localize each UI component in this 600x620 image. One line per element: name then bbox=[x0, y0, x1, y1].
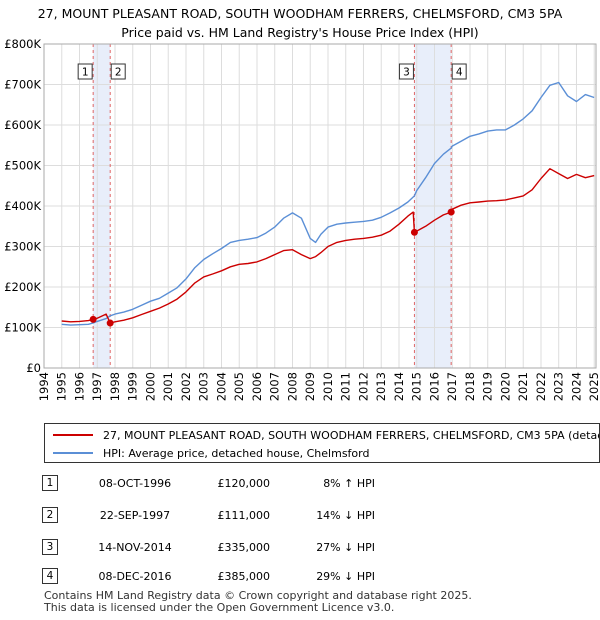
x-tick-label: 2002 bbox=[179, 372, 193, 401]
y-tick-label: £600K bbox=[4, 118, 41, 132]
x-tick-label: 2025 bbox=[587, 372, 600, 401]
transaction-date: 08-OCT-1996 bbox=[98, 477, 172, 490]
x-tick-label: 2021 bbox=[516, 372, 530, 401]
transaction-marker-label: 1 bbox=[82, 67, 89, 79]
x-tick-label: 2005 bbox=[232, 372, 246, 401]
y-tick-label: £700K bbox=[4, 78, 41, 92]
y-tick-label: £0 bbox=[26, 361, 41, 375]
y-tick-label: £800K bbox=[4, 37, 41, 51]
transaction-price: £385,000 bbox=[217, 570, 271, 583]
footer-licence: This data is licensed under the Open Gov… bbox=[44, 601, 395, 614]
transaction-hpi-diff: 29% ↓ HPI bbox=[316, 570, 375, 583]
transaction-date: 22-SEP-1997 bbox=[99, 509, 171, 522]
chart-title-line2: Price paid vs. HM Land Registry's House … bbox=[121, 25, 479, 40]
transaction-number: 1 bbox=[42, 475, 58, 491]
y-tick-label: £200K bbox=[4, 280, 41, 294]
x-tick-label: 1997 bbox=[90, 372, 104, 401]
transaction-price: £120,000 bbox=[217, 477, 271, 490]
x-tick-label: 2017 bbox=[445, 372, 459, 401]
transaction-number: 2 bbox=[42, 507, 58, 523]
table-row: 4 08-DEC-2016 £385,000 29% ↓ HPI bbox=[0, 566, 600, 586]
x-tick-label: 2003 bbox=[197, 372, 211, 401]
hpi-series-line bbox=[61, 81, 595, 326]
x-tick-label: 2013 bbox=[374, 372, 388, 401]
transaction-hpi-diff: 8% ↑ HPI bbox=[323, 477, 375, 490]
legend-item-hpi: HPI: Average price, detached house, Chel… bbox=[53, 444, 369, 462]
x-tick-label: 2008 bbox=[285, 372, 299, 401]
transaction-price: £335,000 bbox=[217, 541, 271, 554]
x-tick-label: 2024 bbox=[569, 372, 583, 401]
transaction-marker-box bbox=[77, 63, 93, 80]
x-tick-label: 2012 bbox=[356, 372, 370, 401]
x-tick-label: 2023 bbox=[552, 372, 566, 401]
transaction-date: 08-DEC-2016 bbox=[98, 570, 172, 583]
transaction-marker-box bbox=[110, 63, 126, 80]
x-tick-label: 1996 bbox=[72, 372, 86, 401]
y-tick-label: £400K bbox=[4, 199, 41, 213]
x-tick-label: 2001 bbox=[161, 372, 175, 401]
transaction-price: £111,000 bbox=[217, 509, 271, 522]
transaction-hpi-diff: 14% ↓ HPI bbox=[316, 509, 375, 522]
x-tick-label: 2011 bbox=[339, 372, 353, 401]
footer: Contains HM Land Registry data © Crown c… bbox=[44, 590, 472, 614]
transaction-marker-box bbox=[398, 63, 414, 80]
transaction-number: 3 bbox=[42, 539, 58, 555]
transaction-point bbox=[410, 228, 418, 236]
x-tick-label: 2010 bbox=[321, 372, 335, 401]
transaction-point bbox=[447, 208, 455, 216]
table-row: 3 14-NOV-2014 £335,000 27% ↓ HPI bbox=[0, 537, 600, 557]
transaction-point bbox=[106, 319, 114, 327]
table-row: 2 22-SEP-1997 £111,000 14% ↓ HPI bbox=[0, 505, 600, 525]
x-tick-label: 2019 bbox=[481, 372, 495, 401]
x-tick-label: 2009 bbox=[303, 372, 317, 401]
plot-area-border bbox=[43, 43, 597, 369]
x-tick-label: 1998 bbox=[108, 372, 122, 401]
legend-item-property: 27, MOUNT PLEASANT ROAD, SOUTH WOODHAM F… bbox=[53, 426, 599, 444]
transaction-marker-label: 3 bbox=[403, 67, 410, 79]
chart-title-line1: 27, MOUNT PLEASANT ROAD, SOUTH WOODHAM F… bbox=[37, 6, 563, 21]
x-tick-label: 2000 bbox=[143, 372, 157, 401]
legend: 27, MOUNT PLEASANT ROAD, SOUTH WOODHAM F… bbox=[44, 423, 600, 463]
footer-copyright: Contains HM Land Registry data © Crown c… bbox=[44, 589, 472, 602]
legend-swatch-property bbox=[53, 434, 93, 436]
x-tick-label: 1995 bbox=[55, 372, 69, 401]
transaction-date: 14-NOV-2014 bbox=[98, 541, 172, 554]
x-tick-label: 2015 bbox=[410, 372, 424, 401]
transaction-marker-label: 2 bbox=[115, 67, 122, 79]
x-tick-label: 2007 bbox=[268, 372, 282, 401]
x-tick-label: 2018 bbox=[463, 372, 477, 401]
y-tick-label: £300K bbox=[4, 240, 41, 254]
legend-label-hpi: HPI: Average price, detached house, Chel… bbox=[103, 446, 370, 460]
transaction-number: 4 bbox=[42, 568, 58, 584]
property-series-line bbox=[61, 167, 595, 324]
x-tick-label: 2004 bbox=[214, 372, 228, 401]
transaction-marker-box bbox=[451, 63, 467, 80]
x-tick-label: 2016 bbox=[427, 372, 441, 401]
y-tick-label: £500K bbox=[4, 159, 41, 173]
x-tick-label: 2006 bbox=[250, 372, 264, 401]
x-tick-label: 2020 bbox=[498, 372, 512, 401]
x-tick-label: 1994 bbox=[37, 372, 51, 401]
x-tick-label: 1999 bbox=[126, 372, 140, 401]
price-chart: 1 2 3 4 £0 £100K £200K £300K £400K £500K £600K £70… bbox=[4, 37, 600, 401]
x-tick-label: 2022 bbox=[534, 372, 548, 401]
transaction-marker-label: 4 bbox=[456, 67, 463, 79]
transaction-hpi-diff: 27% ↓ HPI bbox=[316, 541, 375, 554]
table-row: 1 08-OCT-1996 £120,000 8% ↑ HPI bbox=[0, 473, 600, 493]
transaction-point bbox=[89, 315, 97, 323]
legend-label-property: 27, MOUNT PLEASANT ROAD, SOUTH WOODHAM F… bbox=[103, 428, 599, 442]
y-tick-label: £100K bbox=[4, 321, 41, 335]
legend-swatch-hpi bbox=[53, 452, 93, 454]
x-tick-label: 2014 bbox=[392, 372, 406, 401]
